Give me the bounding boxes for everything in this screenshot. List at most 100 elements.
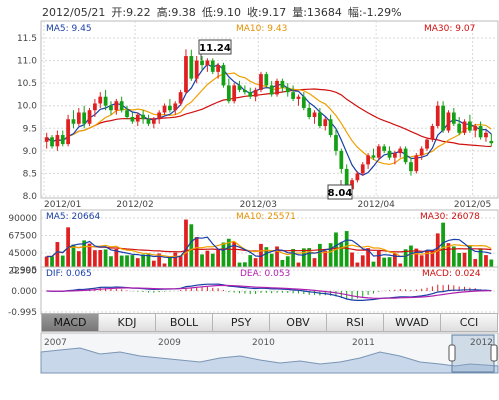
high-callout: 11.24 xyxy=(198,39,232,60)
candle[interactable] xyxy=(232,83,237,104)
candle[interactable] xyxy=(280,78,285,93)
candle-body xyxy=(66,119,70,145)
candle[interactable] xyxy=(146,114,151,127)
candle[interactable] xyxy=(44,132,49,149)
candles[interactable] xyxy=(44,49,494,195)
candle[interactable] xyxy=(194,56,199,84)
candle[interactable] xyxy=(269,80,274,97)
candle-body xyxy=(103,96,108,106)
candle[interactable] xyxy=(489,133,494,147)
candle[interactable] xyxy=(66,114,70,147)
timeline-selection[interactable] xyxy=(451,334,495,373)
candle[interactable] xyxy=(221,62,226,88)
candle[interactable] xyxy=(301,92,306,111)
candle[interactable] xyxy=(210,58,215,75)
candle[interactable] xyxy=(253,87,258,102)
candle[interactable] xyxy=(55,130,60,151)
candle[interactable] xyxy=(135,112,140,127)
candle[interactable] xyxy=(441,101,445,133)
candle[interactable] xyxy=(403,146,408,165)
candle[interactable] xyxy=(339,148,344,174)
candle[interactable] xyxy=(387,146,392,160)
candle[interactable] xyxy=(275,78,279,97)
candle[interactable] xyxy=(173,101,178,115)
candle[interactable] xyxy=(478,121,483,140)
candle[interactable] xyxy=(328,114,333,138)
candle[interactable] xyxy=(484,130,488,142)
tab-macd[interactable]: MACD xyxy=(41,313,99,332)
candle[interactable] xyxy=(248,87,253,99)
timeline-handle-right[interactable] xyxy=(490,344,498,362)
candle[interactable] xyxy=(98,92,103,108)
candle[interactable] xyxy=(398,146,403,158)
candle[interactable] xyxy=(366,153,370,169)
candle[interactable] xyxy=(371,148,376,160)
candle[interactable] xyxy=(360,162,365,176)
candle[interactable] xyxy=(334,128,338,156)
candle[interactable] xyxy=(119,96,124,113)
candle[interactable] xyxy=(76,107,81,127)
candle[interactable] xyxy=(109,101,113,115)
candle[interactable] xyxy=(184,49,188,95)
tab-cci[interactable]: CCI xyxy=(441,313,498,332)
candle[interactable] xyxy=(130,112,135,124)
candle[interactable] xyxy=(473,123,478,138)
candle[interactable] xyxy=(435,101,440,129)
candle[interactable] xyxy=(285,83,290,97)
candle[interactable] xyxy=(307,103,312,120)
candle[interactable] xyxy=(93,98,97,117)
candle[interactable] xyxy=(60,130,65,147)
candle[interactable] xyxy=(114,98,119,115)
candle[interactable] xyxy=(168,98,172,113)
candle[interactable] xyxy=(189,49,194,81)
candle[interactable] xyxy=(462,119,467,136)
tab-wvad[interactable]: WVAD xyxy=(384,313,441,332)
candle[interactable] xyxy=(226,78,231,104)
candle[interactable] xyxy=(157,110,162,124)
candle[interactable] xyxy=(87,107,92,127)
candle[interactable] xyxy=(419,146,424,160)
candle[interactable] xyxy=(296,94,301,106)
candle[interactable] xyxy=(393,150,397,165)
tab-obv[interactable]: OBV xyxy=(270,313,327,332)
candle[interactable] xyxy=(237,80,242,93)
candle[interactable] xyxy=(414,153,419,174)
candle[interactable] xyxy=(323,117,328,131)
candle[interactable] xyxy=(151,117,156,129)
candle[interactable] xyxy=(312,110,317,124)
candle[interactable] xyxy=(200,56,204,70)
tab-psy[interactable]: PSY xyxy=(213,313,270,332)
candle[interactable] xyxy=(355,171,360,183)
candle[interactable] xyxy=(291,85,295,102)
candle[interactable] xyxy=(103,89,108,111)
candle[interactable] xyxy=(216,62,220,79)
candle[interactable] xyxy=(382,144,387,154)
candle[interactable] xyxy=(430,123,435,142)
candle[interactable] xyxy=(178,89,183,106)
tab-rsi[interactable]: RSI xyxy=(327,313,384,332)
candle[interactable] xyxy=(125,105,129,120)
candle[interactable] xyxy=(446,110,451,133)
candle[interactable] xyxy=(141,110,145,124)
candle[interactable] xyxy=(71,110,76,129)
candle[interactable] xyxy=(451,107,456,127)
candle[interactable] xyxy=(318,107,322,129)
candle[interactable] xyxy=(50,135,54,149)
candle-body xyxy=(178,92,183,104)
candle[interactable] xyxy=(425,137,429,151)
candle[interactable] xyxy=(259,71,263,93)
candle[interactable] xyxy=(457,117,462,136)
candle[interactable] xyxy=(468,114,472,133)
candle[interactable] xyxy=(264,71,269,88)
tab-boll[interactable]: BOLL xyxy=(156,313,213,332)
candle[interactable] xyxy=(376,144,381,160)
candle[interactable] xyxy=(162,103,167,115)
candle[interactable] xyxy=(205,58,210,72)
candle[interactable] xyxy=(243,85,247,95)
candle-body xyxy=(264,74,269,86)
tab-kdj[interactable]: KDJ xyxy=(99,313,156,332)
timeline-handle-left[interactable] xyxy=(448,344,456,362)
candle[interactable] xyxy=(82,105,87,129)
candle[interactable] xyxy=(409,157,413,176)
